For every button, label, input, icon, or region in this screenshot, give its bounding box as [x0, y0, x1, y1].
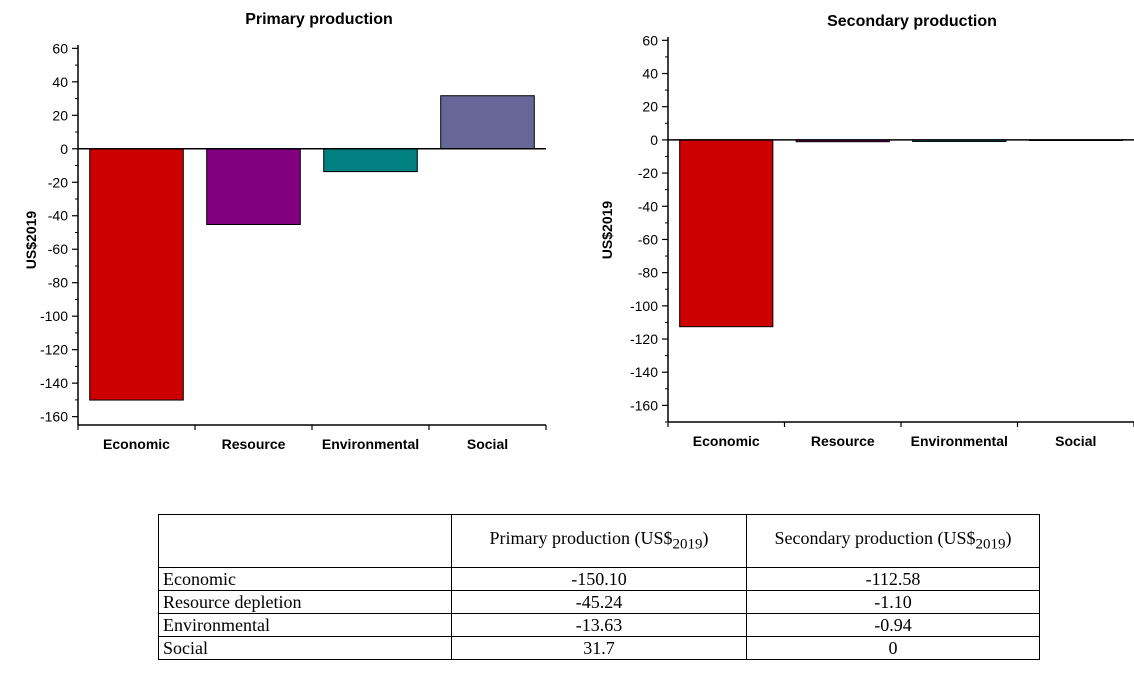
x-tick-label: Resource: [222, 436, 286, 452]
row-label: Environmental: [158, 613, 452, 637]
bar: [323, 148, 418, 173]
row-label: Resource depletion: [158, 590, 452, 614]
bar: [440, 95, 535, 150]
secondary-value: -1.10: [746, 590, 1040, 614]
row-label: Social: [158, 636, 452, 660]
chart-title: Secondary production: [827, 13, 997, 30]
y-tick-label: -100: [40, 308, 68, 324]
secondary-production-chart: Secondary production US$2019 60 40 20 0 -20 -…: [599, 13, 1134, 449]
table-row: Resource depletion -45.24 -1.10: [158, 590, 1040, 614]
header-close: ): [1005, 528, 1012, 549]
secondary-value: 0: [746, 636, 1040, 660]
x-tick-label: Economic: [693, 433, 760, 449]
header-text: Secondary production (US$: [774, 528, 976, 549]
primary-value: -150.10: [451, 567, 747, 591]
x-tick-label: Social: [1055, 433, 1096, 449]
table-header-row: Primary production (US$2019) Secondary p…: [158, 514, 1040, 568]
y-axis-label: US$2019: [599, 201, 615, 260]
y-tick-label: -140: [630, 364, 658, 380]
y-tick-label: 40: [52, 74, 68, 90]
table-row: Social 31.7 0: [158, 636, 1040, 660]
bar: [206, 148, 301, 226]
y-tick-label: -20: [638, 165, 658, 181]
x-tick-label: Economic: [103, 436, 170, 452]
x-tick-label: Environmental: [322, 436, 419, 452]
table-header-secondary: Secondary production (US$2019): [746, 514, 1040, 568]
table-header-primary: Primary production (US$2019): [451, 514, 747, 568]
y-tick-label: 20: [52, 107, 68, 123]
y-tick-label: -20: [48, 174, 68, 190]
y-tick-label: 40: [642, 66, 658, 82]
row-label: Economic: [158, 567, 452, 591]
table-row: Economic -150.10 -112.58: [158, 567, 1040, 591]
bar: [89, 148, 184, 401]
primary-production-chart: Primary production US$2019 60 40 20 0 -20 -40…: [23, 11, 547, 452]
x-tick-label: Social: [467, 436, 508, 452]
y-tick-label: 0: [60, 141, 68, 157]
secondary-value: -112.58: [746, 567, 1040, 591]
y-tick-label: 60: [52, 40, 68, 56]
y-tick-label: -40: [48, 208, 68, 224]
header-subscript: 2019: [975, 536, 1006, 553]
cost-benefit-table: Primary production (US$2019) Secondary p…: [158, 514, 1040, 660]
y-tick-label: -80: [48, 275, 68, 291]
x-tick-label: Resource: [811, 433, 875, 449]
y-tick-label: -60: [48, 241, 68, 257]
y-tick-label: 20: [642, 99, 658, 115]
y-tick-label: -120: [630, 331, 658, 347]
header-close: ): [702, 528, 709, 549]
primary-value: -45.24: [451, 590, 747, 614]
secondary-value: -0.94: [746, 613, 1040, 637]
primary-value: -13.63: [451, 613, 747, 637]
primary-value: 31.7: [451, 636, 747, 660]
y-tick-label: -40: [638, 198, 658, 214]
y-tick-label: -160: [40, 409, 68, 425]
x-tick-label: Environmental: [911, 433, 1008, 449]
y-tick-label: -160: [630, 397, 658, 413]
y-tick-label: -120: [40, 342, 68, 358]
header-subscript: 2019: [672, 536, 703, 553]
bar: [679, 139, 774, 328]
header-text: Primary production (US$: [489, 528, 673, 549]
y-axis-label: US$2019: [23, 211, 39, 270]
y-tick-label: 0: [650, 132, 658, 148]
chart-title: Primary production: [245, 11, 393, 28]
y-tick-label: 60: [642, 32, 658, 48]
y-tick-label: -60: [638, 231, 658, 247]
y-tick-label: -100: [630, 298, 658, 314]
y-tick-label: -80: [638, 265, 658, 281]
table-header-blank: [158, 514, 452, 568]
y-tick-label: -140: [40, 375, 68, 391]
table-row: Environmental -13.63 -0.94: [158, 613, 1040, 637]
